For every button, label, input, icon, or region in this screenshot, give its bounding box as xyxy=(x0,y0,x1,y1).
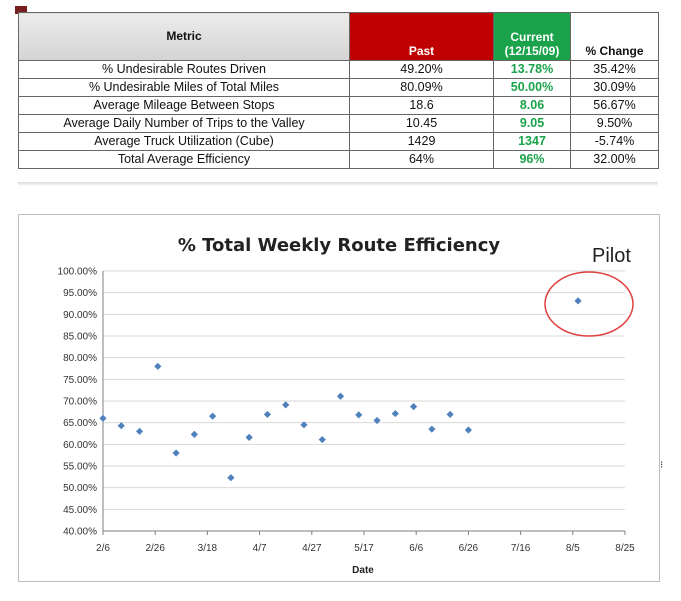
data-point xyxy=(428,425,436,433)
cell-metric: % Undesirable Routes Driven xyxy=(18,60,350,79)
y-tick-label: 80.00% xyxy=(63,353,97,364)
y-tick-label: 60.00% xyxy=(63,440,97,451)
pilot-annotation: Pilot xyxy=(592,245,631,267)
y-tick-label: 40.00% xyxy=(63,527,97,538)
table-row: Average Truck Utilization (Cube) 1429 13… xyxy=(18,132,659,151)
cell-current: 1347 xyxy=(493,132,571,151)
cell-metric: Average Mileage Between Stops xyxy=(18,96,350,115)
cell-change: 56.67% xyxy=(570,96,659,115)
data-point xyxy=(190,430,198,438)
x-tick-label: 6/6 xyxy=(409,543,423,554)
data-point xyxy=(99,414,107,422)
cell-change: 9.50% xyxy=(570,114,659,133)
table-row: % Undesirable Miles of Total Miles 80.09… xyxy=(18,78,659,97)
y-tick-label: 45.00% xyxy=(63,505,97,516)
y-tick-label: 55.00% xyxy=(63,462,97,473)
x-tick-label: 4/7 xyxy=(253,543,267,554)
y-tick-label: 90.00% xyxy=(63,310,97,321)
y-tick-label: 50.00% xyxy=(63,483,97,494)
cell-past: 1429 xyxy=(349,132,494,151)
table-row: % Undesirable Routes Driven 49.20% 13.78… xyxy=(18,60,659,79)
corner-decoration xyxy=(15,6,27,14)
data-point xyxy=(209,412,217,420)
cell-current: 13.78% xyxy=(493,60,571,79)
table-header-row: Metric Past Current (12/15/09) % Change xyxy=(18,12,659,61)
x-tick-label: 5/17 xyxy=(354,543,374,554)
data-point xyxy=(446,410,454,419)
cell-past: 80.09% xyxy=(349,78,494,97)
x-axis-label: Date xyxy=(352,565,374,576)
point-layer xyxy=(99,297,582,482)
header-current-line1: Current xyxy=(510,30,554,44)
x-tick-label: 3/18 xyxy=(198,543,218,554)
cell-past: 49.20% xyxy=(349,60,494,79)
x-tick-label: 4/27 xyxy=(302,543,322,554)
data-point xyxy=(245,433,253,441)
cell-metric: Average Truck Utilization (Cube) xyxy=(18,132,350,151)
y-tick-layer: 40.00% 45.00% 50.00% 55.00% 60.00% 65.00% 70.0… xyxy=(58,267,98,538)
x-tick-label: 8/25 xyxy=(615,543,635,554)
x-tick-label: 6/26 xyxy=(459,543,479,554)
cell-change: 32.00% xyxy=(570,150,659,169)
x-tick-label: 2/6 xyxy=(96,543,110,554)
y-tick-label: 70.00% xyxy=(63,397,97,408)
x-tick-label: 2/26 xyxy=(145,543,165,554)
side-edge-mark: ⁝ xyxy=(660,460,664,471)
data-point xyxy=(464,426,472,434)
cell-change: -5.74% xyxy=(570,132,659,151)
table-row: Average Mileage Between Stops 18.6 8.06 … xyxy=(18,96,659,115)
data-point xyxy=(135,427,144,435)
data-point xyxy=(373,416,381,425)
cell-current: 96% xyxy=(493,150,571,169)
chart-svg: % Total Weekly Route Efficiency 40.00% 45… xyxy=(58,235,636,576)
data-point xyxy=(117,422,125,430)
data-point xyxy=(318,435,326,444)
table-row: Total Average Efficiency 64% 96% 32.00% xyxy=(18,150,659,169)
y-tick-label: 85.00% xyxy=(63,332,97,343)
data-point xyxy=(574,297,582,305)
header-current-line2: (12/15/09) xyxy=(504,44,560,58)
cell-change: 30.09% xyxy=(570,78,659,97)
header-current: Current (12/15/09) xyxy=(493,12,571,61)
header-past: Past xyxy=(349,12,494,61)
cell-metric: Average Daily Number of Trips to the Val… xyxy=(18,114,350,133)
data-point xyxy=(391,409,399,418)
data-point xyxy=(227,474,235,482)
metrics-table-section: Metric Past Current (12/15/09) % Change %… xyxy=(15,6,665,186)
efficiency-chart: % Total Weekly Route Efficiency 40.00% 45… xyxy=(18,214,660,582)
y-tick-label: 95.00% xyxy=(63,288,97,299)
cell-current: 50.00% xyxy=(493,78,571,97)
y-tick-label: 65.00% xyxy=(63,418,97,429)
y-tick-label: 100.00% xyxy=(58,267,98,278)
data-point xyxy=(355,411,363,419)
data-point xyxy=(336,392,345,400)
x-tick-layer: 2/6 2/26 3/18 4/7 4/27 5/17 6/6 6/26 7/16 8/5 8/25 xyxy=(96,531,635,554)
metrics-table: Metric Past Current (12/15/09) % Change %… xyxy=(18,12,659,169)
y-tick-label: 75.00% xyxy=(63,375,97,386)
chart-title: % Total Weekly Route Efficiency xyxy=(178,235,501,256)
table-row: Average Daily Number of Trips to the Val… xyxy=(18,114,659,133)
data-point xyxy=(300,421,308,429)
table-shadow xyxy=(18,182,658,186)
cell-current: 9.05 xyxy=(493,114,571,133)
cell-past: 10.45 xyxy=(349,114,494,133)
cell-past: 18.6 xyxy=(349,96,494,115)
data-point xyxy=(154,362,162,370)
cell-metric: Total Average Efficiency xyxy=(18,150,350,169)
header-metric: Metric xyxy=(18,12,350,61)
pilot-highlight-circle xyxy=(544,271,634,337)
cell-current: 8.06 xyxy=(493,96,571,115)
grid-layer xyxy=(103,270,625,510)
cell-past: 64% xyxy=(349,150,494,169)
x-tick-label: 7/16 xyxy=(511,543,531,554)
cell-metric: % Undesirable Miles of Total Miles xyxy=(18,78,350,97)
x-tick-label: 8/5 xyxy=(566,543,580,554)
data-point xyxy=(282,401,290,409)
header-change: % Change xyxy=(570,12,659,61)
data-point xyxy=(409,403,418,411)
data-point xyxy=(172,449,180,457)
data-point xyxy=(263,410,272,419)
cell-change: 35.42% xyxy=(570,60,659,79)
